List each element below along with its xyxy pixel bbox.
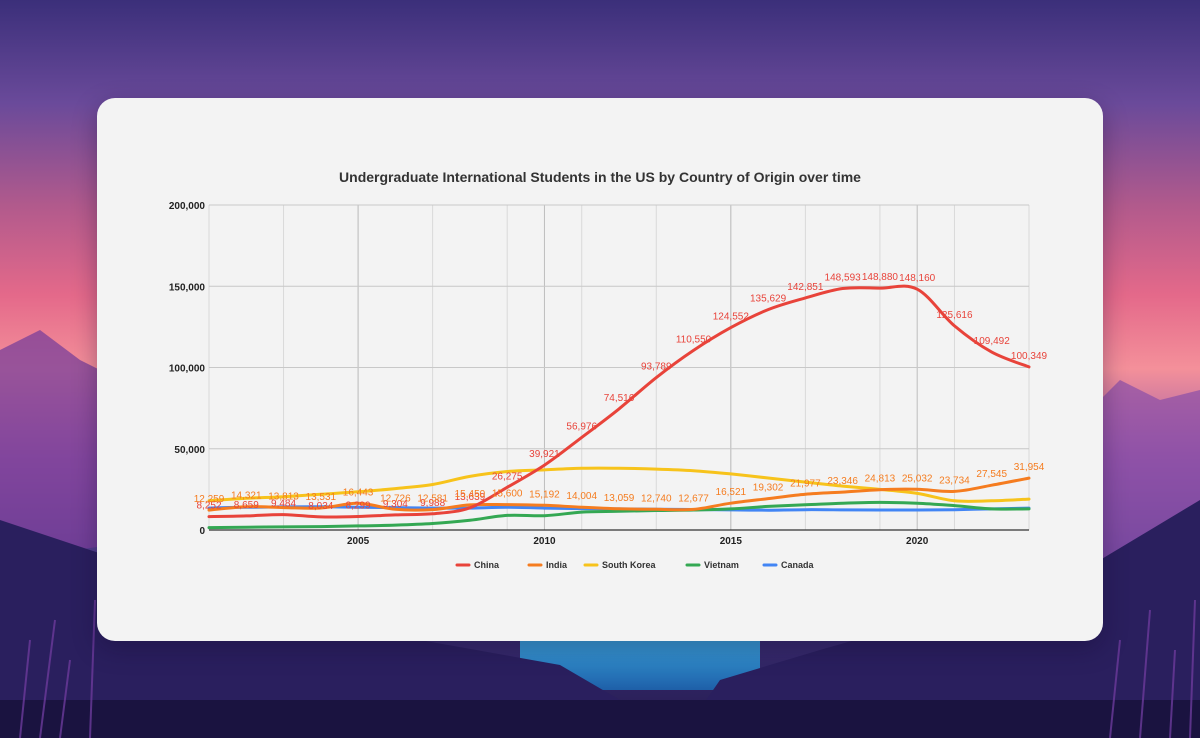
grass: [19, 599, 1196, 738]
legend-label-china[interactable]: China: [474, 560, 500, 570]
data-label-china: 74,516: [604, 393, 635, 404]
data-label-china: 100,349: [1011, 351, 1048, 362]
data-label-india: 31,954: [1014, 462, 1045, 473]
data-label-india: 23,734: [939, 475, 970, 486]
data-label-china: 8,299: [346, 501, 371, 512]
x-tick-label: 2005: [347, 536, 370, 547]
data-label-china: 13,639: [455, 492, 486, 503]
data-label-india: 14,004: [566, 491, 597, 502]
data-label-india: 12,259: [194, 494, 225, 505]
series-lines: [207, 284, 1031, 530]
data-label-china: 93,789: [641, 362, 672, 373]
legend-label-india[interactable]: India: [546, 560, 568, 570]
legend-label-canada[interactable]: Canada: [781, 560, 815, 570]
y-tick-label: 200,000: [169, 201, 206, 212]
data-label-china: 9,988: [420, 498, 445, 509]
data-label-china: 148,593: [825, 273, 862, 284]
y-tick-label: 150,000: [169, 282, 206, 293]
y-tick-label: 100,000: [169, 364, 206, 375]
series-line-india[interactable]: [207, 476, 1031, 512]
x-tick-label: 2015: [720, 536, 743, 547]
data-label-china: 125,616: [936, 310, 973, 321]
y-tick-label: 0: [199, 526, 205, 537]
data-label-india: 21,977: [790, 478, 821, 489]
data-label-china: 39,921: [529, 449, 560, 460]
series-line-vietnam[interactable]: [207, 500, 1031, 530]
data-label-china: 26,275: [492, 471, 523, 482]
legend-label-south-korea[interactable]: South Korea: [602, 560, 656, 570]
axes: 0 50,000 100,000 150,000 200,000 2005 2010 2015…: [169, 201, 929, 547]
data-label-china: 148,160: [899, 273, 936, 284]
data-label-india: 16,521: [716, 487, 747, 498]
data-label-china: 148,880: [862, 272, 899, 283]
data-label-india: 15,450: [455, 489, 486, 500]
data-label-india: 24,813: [865, 474, 896, 485]
data-label-india: 12,581: [417, 494, 448, 505]
x-tick-label: 2010: [533, 536, 556, 547]
ground: [0, 700, 1200, 738]
grid: [208, 204, 1030, 531]
y-tick-label: 50,000: [174, 445, 205, 456]
legend[interactable]: China India South Korea Vietnam Canada: [455, 560, 815, 570]
line-chart: Undergraduate International Students in …: [169, 169, 1048, 570]
chart-title: Undergraduate International Students in …: [339, 169, 861, 185]
data-labels: 8,252 8,659 9,484 8,034 8,299 9,304 9,988 13,63…: [194, 272, 1048, 512]
data-label-china: 8,252: [196, 501, 221, 512]
data-label-india: 14,321: [231, 491, 262, 502]
data-label-india: 12,740: [641, 493, 672, 504]
chart-card: Undergraduate International Students in …: [97, 98, 1103, 641]
data-label-india: 15,192: [529, 489, 560, 500]
data-label-china: 9,304: [383, 499, 408, 510]
data-label-china: 142,851: [787, 282, 824, 293]
data-label-india: 16,443: [343, 487, 374, 498]
data-label-india: 19,302: [753, 483, 784, 494]
data-label-india: 12,677: [678, 493, 709, 504]
data-label-india: 12,726: [380, 493, 411, 504]
data-label-china: 56,976: [566, 421, 597, 432]
data-label-india: 23,346: [827, 476, 858, 487]
legend-label-vietnam[interactable]: Vietnam: [704, 560, 739, 570]
data-label-china: 135,629: [750, 294, 787, 305]
data-label-china: 109,492: [974, 336, 1011, 347]
data-label-india: 27,545: [976, 469, 1007, 480]
data-label-china: 8,034: [308, 501, 333, 512]
x-tick-label: 2020: [906, 536, 929, 547]
series-line-china[interactable]: [207, 284, 1031, 519]
data-label-india: 25,032: [902, 473, 933, 484]
data-label-china: 110,550: [676, 334, 712, 345]
data-label-china: 8,659: [234, 500, 259, 511]
data-label-china: 124,552: [713, 312, 750, 323]
data-label-india: 13,531: [306, 492, 337, 503]
data-label-india: 15,600: [492, 489, 523, 500]
data-label-china: 9,484: [271, 499, 296, 510]
data-label-india: 13,059: [604, 493, 635, 504]
data-label-india: 13,813: [268, 492, 299, 503]
